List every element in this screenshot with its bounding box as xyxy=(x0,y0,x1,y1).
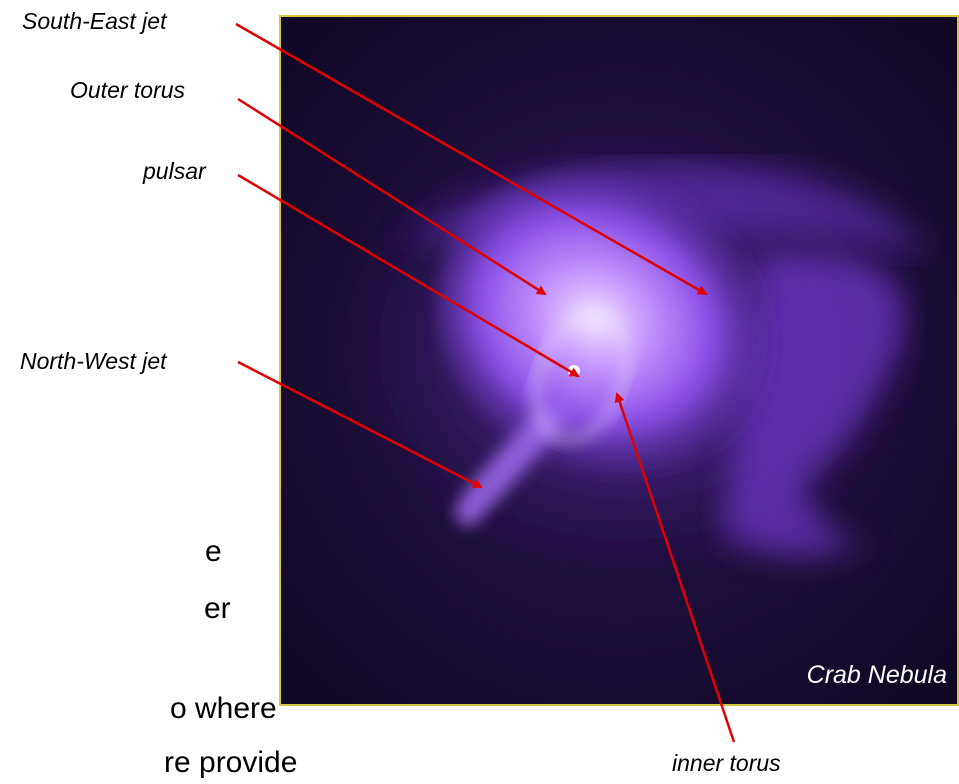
label-inner-torus: inner torus xyxy=(672,750,781,776)
label-south-east-jet: South-East jet xyxy=(22,8,167,34)
body-text-fragment-3: o where xyxy=(170,692,277,725)
crab-nebula-image: Crab Nebula xyxy=(279,15,959,706)
nebula-illustration xyxy=(281,17,957,704)
label-outer-torus: Outer torus xyxy=(70,77,186,103)
label-north-west-jet: North-West jet xyxy=(20,348,167,374)
label-pulsar: pulsar xyxy=(143,158,206,184)
image-caption: Crab Nebula xyxy=(806,661,947,689)
body-text-fragment-2: er xyxy=(204,592,231,625)
body-text-fragment-1: e xyxy=(205,535,222,568)
body-text-fragment-4: re provide xyxy=(164,746,298,779)
